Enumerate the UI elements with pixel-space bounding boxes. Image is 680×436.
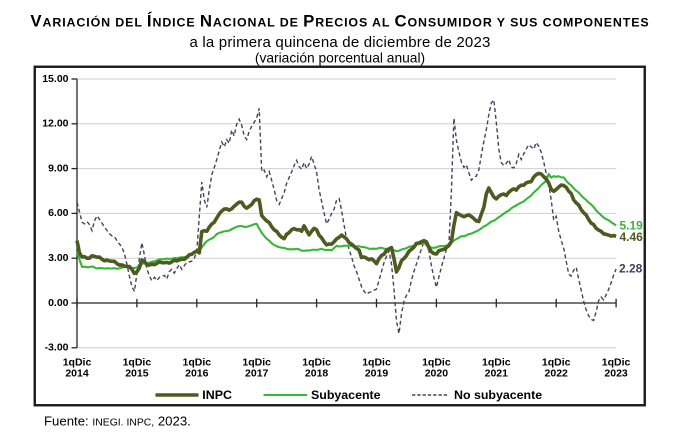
svg-text:15.00: 15.00 xyxy=(42,73,68,85)
svg-text:2019: 2019 xyxy=(365,368,389,380)
svg-text:1qDic: 1qDic xyxy=(242,357,271,369)
svg-text:2023: 2023 xyxy=(604,368,628,380)
svg-text:1qDic: 1qDic xyxy=(302,357,331,369)
svg-text:2.28: 2.28 xyxy=(619,261,643,275)
svg-text:INPC: INPC xyxy=(202,388,232,402)
svg-text:1qDic: 1qDic xyxy=(482,357,511,369)
svg-text:2018: 2018 xyxy=(305,368,329,380)
svg-text:1qDic: 1qDic xyxy=(362,357,391,369)
svg-text:Fuente: INEGI. INPC, 2023.: Fuente: INEGI. INPC, 2023. xyxy=(44,414,191,429)
svg-text:2017: 2017 xyxy=(245,368,269,380)
svg-text:0.00: 0.00 xyxy=(48,297,69,309)
svg-text:1qDic: 1qDic xyxy=(183,357,212,369)
svg-text:6.00: 6.00 xyxy=(48,207,69,219)
svg-text:No subyacente: No subyacente xyxy=(454,388,542,402)
svg-text:1qDic: 1qDic xyxy=(542,357,571,369)
svg-text:-3.00: -3.00 xyxy=(45,342,69,354)
svg-text:1qDic: 1qDic xyxy=(422,357,451,369)
svg-text:2016: 2016 xyxy=(185,368,209,380)
svg-text:2022: 2022 xyxy=(545,368,569,380)
svg-text:a la primera quincena de dicie: a la primera quincena de diciembre de 20… xyxy=(189,34,490,51)
svg-text:2014: 2014 xyxy=(65,368,89,380)
svg-text:2015: 2015 xyxy=(125,368,149,380)
svg-text:3.00: 3.00 xyxy=(48,252,69,264)
svg-text:1qDic: 1qDic xyxy=(602,357,631,369)
svg-text:9.00: 9.00 xyxy=(48,162,69,174)
svg-text:2020: 2020 xyxy=(425,368,449,380)
svg-text:5.19: 5.19 xyxy=(620,219,644,233)
svg-text:1qDic: 1qDic xyxy=(123,357,152,369)
svg-text:12.00: 12.00 xyxy=(42,118,68,130)
svg-text:Subyacente: Subyacente xyxy=(311,388,381,402)
svg-text:VARIACIÓN DEL ÍNDICE NACIONAL: VARIACIÓN DEL ÍNDICE NACIONAL DE PRECIOS… xyxy=(30,12,649,31)
svg-text:(variación porcentual anual): (variación porcentual anual) xyxy=(255,50,425,65)
svg-text:1qDic: 1qDic xyxy=(63,357,92,369)
svg-text:2021: 2021 xyxy=(485,368,509,380)
svg-text:4.46: 4.46 xyxy=(620,230,644,244)
